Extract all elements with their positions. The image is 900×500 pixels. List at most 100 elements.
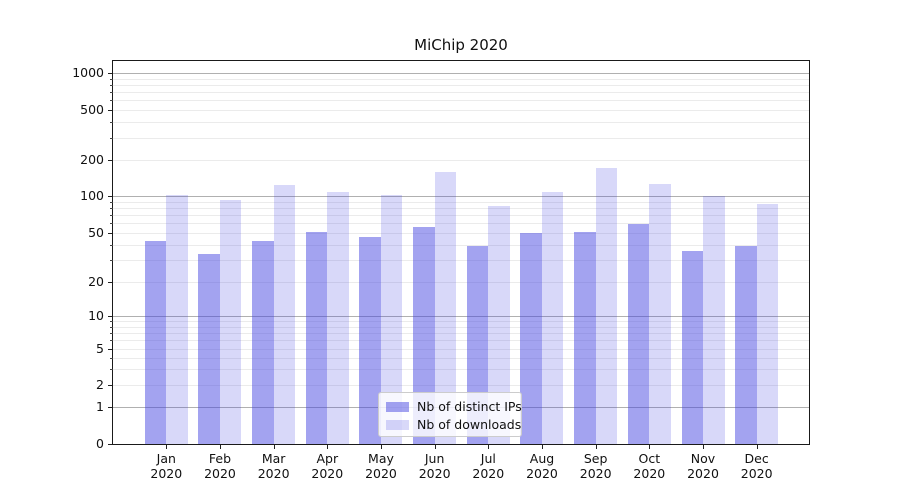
gridline-minor bbox=[113, 110, 809, 111]
x-tick-label: Dec 2020 bbox=[740, 451, 773, 481]
bar-distinct-ips bbox=[520, 233, 542, 444]
y-tick-mark bbox=[108, 407, 112, 408]
gridline-minor bbox=[113, 326, 809, 328]
gridline-minor bbox=[113, 357, 809, 359]
bar-downloads bbox=[541, 192, 564, 444]
y-minor-tick-mark bbox=[110, 137, 113, 139]
x-tick-label: Aug 2020 bbox=[526, 451, 558, 481]
y-tick-label: 200 bbox=[80, 152, 104, 167]
y-tick-mark bbox=[108, 349, 112, 350]
gridline-minor bbox=[113, 201, 809, 203]
y-minor-tick-mark bbox=[110, 215, 113, 217]
y-minor-tick-mark bbox=[110, 321, 113, 323]
bar-downloads bbox=[273, 184, 296, 444]
y-tick-mark bbox=[108, 110, 112, 111]
gridline-minor bbox=[113, 349, 809, 350]
bar-distinct-ips bbox=[681, 250, 703, 444]
gridline-minor bbox=[113, 282, 809, 283]
y-tick-mark bbox=[108, 282, 112, 283]
bar-downloads bbox=[327, 191, 349, 444]
gridline-minor bbox=[113, 332, 809, 334]
x-tick-label: Feb 2020 bbox=[204, 451, 236, 481]
y-minor-tick-mark bbox=[110, 326, 113, 328]
y-minor-tick-mark bbox=[110, 223, 113, 225]
y-minor-tick-mark bbox=[110, 78, 113, 80]
x-tick-label: Jan 2020 bbox=[150, 451, 183, 481]
x-tick-mark bbox=[541, 445, 543, 449]
bar-distinct-ips bbox=[144, 241, 167, 444]
bar-distinct-ips bbox=[198, 253, 220, 444]
y-tick-mark bbox=[108, 316, 112, 317]
bar-downloads bbox=[434, 171, 457, 444]
bar-downloads bbox=[380, 195, 403, 444]
y-tick-label: 20 bbox=[88, 274, 104, 289]
x-tick-mark bbox=[649, 445, 651, 449]
x-tick-label: Apr 2020 bbox=[311, 451, 344, 481]
gridline-minor bbox=[113, 215, 809, 217]
y-minor-tick-mark bbox=[110, 260, 113, 262]
gridline-minor bbox=[113, 223, 809, 225]
gridline-minor bbox=[113, 385, 809, 386]
x-tick-label: Oct 2020 bbox=[633, 451, 666, 481]
bar-downloads bbox=[219, 200, 242, 444]
legend-item-distinct-ips: Nb of distinct IPs bbox=[386, 398, 522, 415]
bar-downloads bbox=[166, 195, 188, 444]
x-tick-mark bbox=[327, 445, 329, 449]
y-minor-tick-mark bbox=[110, 207, 113, 209]
bar-downloads bbox=[703, 196, 725, 444]
y-tick-mark bbox=[108, 160, 112, 161]
y-minor-tick-mark bbox=[110, 92, 113, 94]
x-tick-label: Jun 2020 bbox=[418, 451, 451, 481]
y-tick-label: 0 bbox=[96, 436, 104, 451]
x-tick-mark bbox=[703, 445, 704, 449]
y-tick-label: 1000 bbox=[72, 65, 104, 80]
gridline-major bbox=[113, 316, 809, 317]
x-tick-mark bbox=[273, 445, 275, 449]
y-tick-label: 5 bbox=[96, 341, 104, 356]
bar-downloads bbox=[756, 204, 779, 444]
legend-swatch-downloads bbox=[386, 419, 409, 430]
x-tick-label: Jul 2020 bbox=[472, 451, 505, 481]
x-tick-mark bbox=[488, 445, 490, 449]
legend-swatch-distinct-ips bbox=[386, 401, 409, 412]
gridline-minor bbox=[113, 100, 809, 102]
chart-title: MiChip 2020 bbox=[414, 36, 508, 54]
y-minor-tick-mark bbox=[110, 357, 113, 359]
x-tick-mark bbox=[219, 445, 221, 449]
x-tick-mark bbox=[380, 445, 382, 449]
y-tick-label: 1 bbox=[96, 399, 104, 414]
y-tick-label: 500 bbox=[80, 102, 104, 117]
y-tick-mark bbox=[108, 73, 112, 74]
x-tick-mark bbox=[434, 445, 436, 449]
gridline-minor bbox=[113, 137, 809, 139]
x-tick-mark bbox=[595, 445, 597, 449]
gridline-minor bbox=[113, 160, 809, 161]
y-tick-label: 100 bbox=[80, 188, 104, 203]
plot-area bbox=[112, 60, 810, 445]
y-tick-mark bbox=[108, 385, 112, 386]
legend-label-downloads: Nb of downloads bbox=[417, 417, 522, 432]
legend: Nb of distinct IPs Nb of downloads bbox=[378, 392, 522, 437]
y-minor-tick-mark bbox=[110, 340, 113, 342]
y-minor-tick-mark bbox=[110, 332, 113, 334]
y-tick-label: 2 bbox=[96, 377, 104, 392]
gridline-minor bbox=[113, 92, 809, 94]
y-minor-tick-mark bbox=[110, 369, 113, 371]
gridline-minor bbox=[113, 122, 809, 124]
gridline-minor bbox=[113, 321, 809, 323]
x-tick-label: Nov 2020 bbox=[687, 451, 719, 481]
y-tick-mark bbox=[108, 444, 112, 445]
y-tick-label: 50 bbox=[88, 225, 104, 240]
y-minor-tick-mark bbox=[110, 100, 113, 102]
x-tick-mark bbox=[166, 445, 168, 449]
x-tick-mark bbox=[756, 445, 758, 449]
gridline-minor bbox=[113, 244, 809, 246]
gridline-minor bbox=[113, 369, 809, 371]
y-minor-tick-mark bbox=[110, 122, 113, 124]
bar-distinct-ips bbox=[574, 231, 596, 444]
legend-item-downloads: Nb of downloads bbox=[386, 416, 521, 433]
gridline-minor bbox=[113, 78, 809, 80]
gridline-major bbox=[113, 196, 809, 197]
legend-label-distinct-ips: Nb of distinct IPs bbox=[417, 399, 522, 414]
